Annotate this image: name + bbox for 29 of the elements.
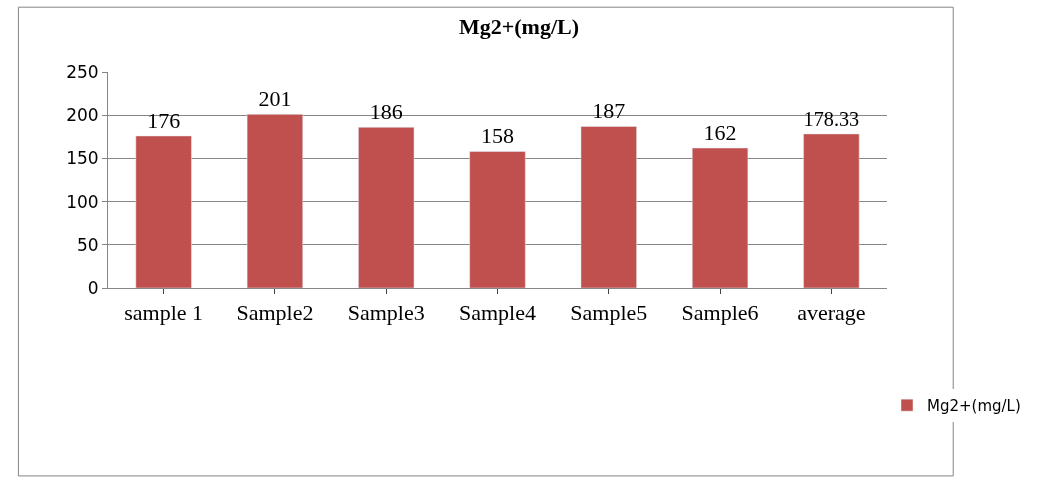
data-label: 201 (258, 86, 292, 112)
bar (803, 133, 860, 288)
y-tick-label: 100 (66, 191, 99, 212)
data-label: 158 (481, 123, 514, 149)
y-tick-label: 200 (66, 105, 99, 126)
y-tick-label: 0 (87, 277, 99, 298)
data-label: 162 (703, 120, 737, 146)
x-tick-label: Sample4 (459, 300, 536, 326)
data-label: 187 (592, 98, 626, 124)
bar (692, 147, 749, 288)
x-tick-label: Sample6 (681, 300, 759, 326)
x-tick-label: Sample3 (347, 300, 425, 326)
x-tick-label: sample 1 (124, 300, 204, 326)
bar (246, 114, 303, 288)
y-tick-label: 150 (66, 148, 99, 169)
y-tick-label: 50 (76, 234, 99, 255)
bar (580, 126, 637, 288)
bar (135, 135, 192, 288)
data-label: 176 (147, 107, 181, 133)
legend-label: Mg2+(mg/L) (927, 397, 1021, 416)
y-tick-label: 250 (66, 61, 99, 82)
bar (358, 127, 415, 288)
chart-title: Mg2+(mg/L) (458, 13, 580, 39)
bar (469, 151, 526, 288)
x-tick-label: Sample2 (236, 300, 314, 326)
data-label: 186 (369, 99, 403, 125)
data-label: 178.33 (803, 108, 860, 131)
x-tick-label: average (797, 300, 866, 326)
x-tick-label: Sample5 (570, 300, 648, 326)
